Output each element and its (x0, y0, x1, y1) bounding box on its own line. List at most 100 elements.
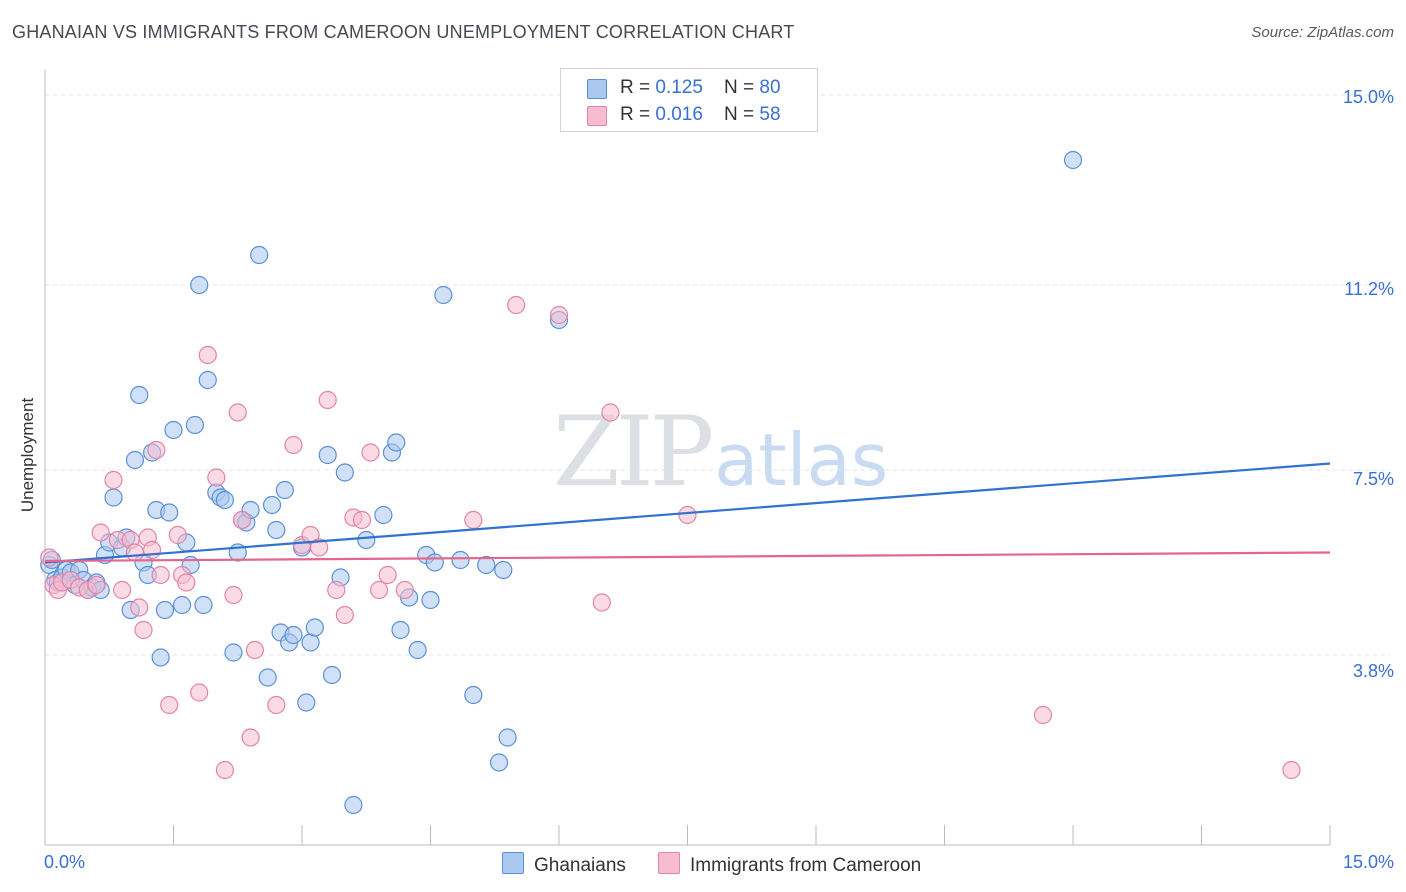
pink-data-point (151, 565, 170, 585)
blue-data-point (185, 415, 205, 435)
pink-data-point (678, 505, 697, 525)
blue-data-point (301, 633, 320, 652)
blue-data-point (104, 488, 123, 507)
legend-n-label: N = (724, 77, 760, 98)
blue-data-point (477, 555, 496, 575)
chart-title: GHANAIAN VS IMMIGRANTS FROM CAMEROON UNE… (12, 22, 795, 42)
pink-data-point (112, 580, 132, 600)
blue-data-point (198, 370, 217, 390)
blue-data-point (190, 275, 209, 295)
watermark-zip: ZIP (553, 396, 714, 508)
blue-data-point (344, 795, 363, 815)
y-tick-label-7-5: 7.5% (1352, 469, 1394, 489)
blue-data-point (322, 665, 342, 685)
legend-n-value-pink: 58 (759, 104, 781, 125)
bottom-legend-swatch-pink (658, 852, 680, 874)
pink-data-point (1282, 760, 1301, 780)
pink-data-point (125, 543, 145, 562)
legend-text-pink: R = 0.016 N = 58 (620, 104, 781, 126)
blue-data-point (464, 685, 483, 705)
blue-data-point (160, 503, 179, 522)
pink-data-point (228, 403, 247, 422)
blue-data-point (155, 600, 175, 620)
pink-data-point (361, 443, 380, 462)
source-prefix: Source: (1251, 24, 1308, 41)
pink-data-point (215, 760, 234, 780)
blue-data-point (284, 625, 303, 645)
pink-data-point (284, 435, 303, 455)
pink-data-point (241, 728, 260, 747)
watermark: ZIPatlas (553, 396, 888, 508)
pink-data-point (310, 538, 329, 557)
blue-data-point (451, 550, 470, 570)
pink-data-point (352, 510, 372, 530)
blue-data-point (1063, 150, 1083, 170)
blue-data-point (275, 480, 294, 500)
blue-data-point (267, 520, 286, 540)
y-axis-label: Unemployment (18, 397, 37, 513)
pink-data-point (232, 510, 252, 530)
pink-data-point (168, 525, 187, 545)
pink-data-point (177, 573, 196, 592)
blue-data-point (421, 590, 440, 610)
watermark-atlas: atlas (714, 418, 889, 502)
blue-trend-line (44, 462, 1331, 564)
blue-data-point (498, 728, 517, 747)
pink-data-point (160, 695, 179, 715)
blue-data-point (494, 560, 513, 580)
pink-data-point (592, 593, 611, 612)
blue-data-point (489, 753, 509, 772)
blue-data-point (434, 285, 453, 305)
y-tick-label-3-8: 3.8% (1352, 661, 1394, 681)
bottom-legend-label-blue: Ghanaians (534, 855, 626, 876)
blue-data-point (374, 505, 393, 525)
pink-data-point (91, 523, 110, 542)
pink-data-point (134, 620, 153, 640)
blue-data-point (224, 643, 243, 662)
pink-data-point (147, 440, 166, 460)
bottom-legend-ghanaians[interactable]: Ghanaians (502, 852, 626, 877)
legend-swatch-pink (587, 106, 607, 126)
pink-data-point (549, 305, 569, 325)
legend-r-label: R = (620, 104, 656, 125)
blue-data-point (335, 463, 354, 482)
blue-data-point (305, 618, 324, 637)
pink-data-point (301, 525, 320, 545)
bottom-legend-label-pink: Immigrants from Cameroon (690, 855, 922, 876)
pink-data-point (104, 470, 123, 490)
blue-data-point (318, 445, 337, 465)
source-name[interactable]: ZipAtlas.com (1307, 24, 1394, 41)
blue-data-point (258, 668, 277, 687)
blue-data-point (215, 490, 234, 510)
pink-data-point (507, 295, 526, 315)
bottom-legend-cameroon[interactable]: Immigrants from Cameroon (658, 852, 921, 877)
pink-data-point (87, 575, 106, 595)
blue-data-point (391, 620, 410, 640)
pink-data-point (190, 683, 209, 702)
blue-data-point (130, 385, 149, 405)
legend-n-label: N = (724, 104, 760, 125)
blue-data-point (387, 433, 406, 452)
blue-data-point (250, 245, 269, 265)
pink-data-point (318, 390, 337, 410)
pink-data-point (395, 580, 414, 600)
pink-data-point (370, 580, 389, 600)
pink-data-point (1033, 705, 1053, 725)
blue-data-point (425, 553, 444, 572)
x-tick-label-min: 0.0% (44, 852, 86, 872)
y-tick-label-11-2: 11.2% (1344, 279, 1394, 299)
blue-data-point (357, 530, 376, 550)
blue-data-point (172, 595, 192, 615)
blue-data-point (151, 648, 170, 667)
blue-data-point (125, 450, 145, 470)
blue-data-point (164, 420, 183, 440)
blue-data-point (262, 495, 282, 515)
pink-trend-line (44, 551, 1331, 563)
pink-data-point (207, 468, 226, 487)
x-tick-label-max: 15.0% (1342, 852, 1394, 872)
pink-data-point (267, 695, 286, 715)
pink-data-point (142, 540, 162, 560)
pink-data-point (130, 598, 149, 617)
pink-data-point (245, 640, 264, 660)
